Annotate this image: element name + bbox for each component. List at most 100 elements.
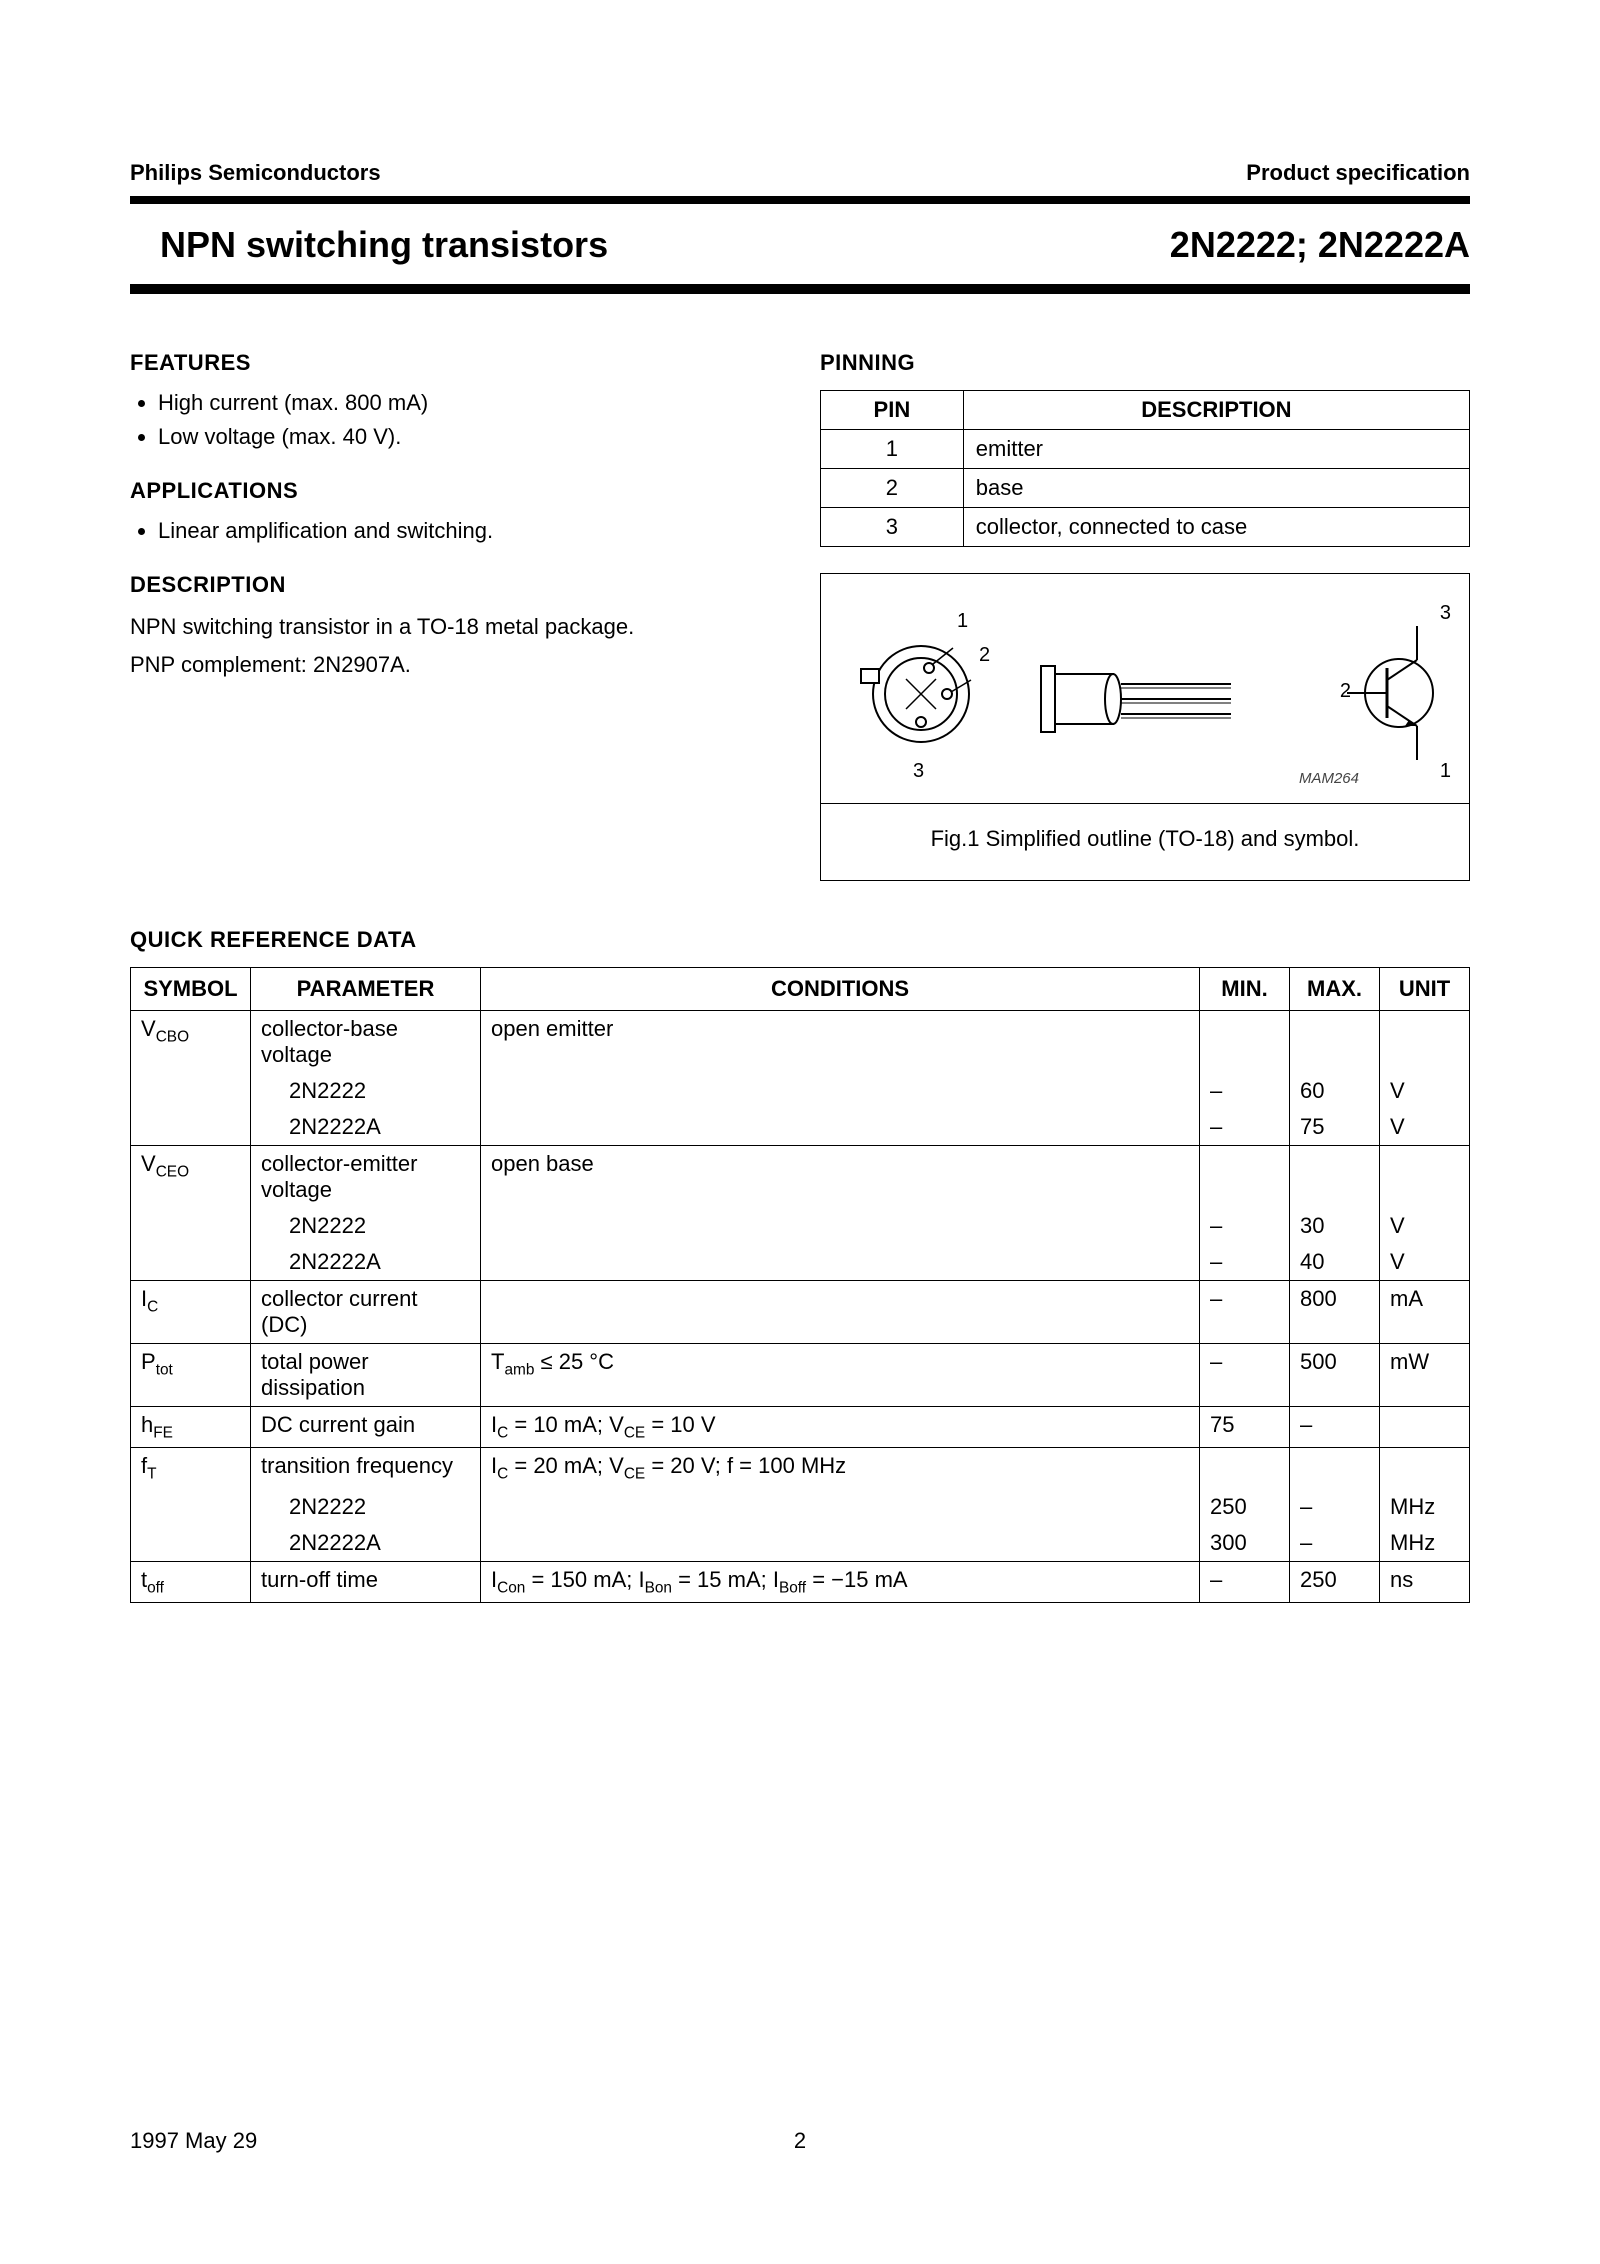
unit-cell: mA xyxy=(1380,1281,1470,1344)
cond-cell xyxy=(481,1109,1200,1146)
param-sub-cell: 2N2222 xyxy=(251,1489,481,1525)
cond-cell xyxy=(481,1073,1200,1109)
min-cell: 300 xyxy=(1200,1525,1290,1562)
min-cell: 250 xyxy=(1200,1489,1290,1525)
cond-cell xyxy=(481,1208,1200,1244)
fig-label-3r: 3 xyxy=(1440,602,1451,625)
figure-mam-code: MAM264 xyxy=(1299,770,1359,787)
symbol-cell xyxy=(131,1208,251,1244)
max-cell: – xyxy=(1290,1489,1380,1525)
cond-cell xyxy=(481,1281,1200,1344)
page-header: Philips Semiconductors Product specifica… xyxy=(130,160,1470,186)
max-cell xyxy=(1290,1448,1380,1489)
symbol-cell xyxy=(131,1244,251,1281)
min-cell xyxy=(1200,1011,1290,1074)
applications-heading: APPLICATIONS xyxy=(130,478,780,504)
table-row: 2 base xyxy=(821,469,1470,508)
unit-cell xyxy=(1380,1448,1470,1489)
min-cell: – xyxy=(1200,1208,1290,1244)
min-cell: 75 xyxy=(1200,1407,1290,1448)
param-sub-cell: 2N2222A xyxy=(251,1244,481,1281)
cond-cell xyxy=(481,1489,1200,1525)
pin-desc: emitter xyxy=(963,430,1469,469)
max-cell: – xyxy=(1290,1407,1380,1448)
features-list: High current (max. 800 mA) Low voltage (… xyxy=(130,390,780,450)
col-parameter: PARAMETER xyxy=(251,968,481,1011)
param-cell: collector-emitter voltage xyxy=(251,1146,481,1209)
table-header-row: SYMBOL PARAMETER CONDITIONS MIN. MAX. UN… xyxy=(131,968,1470,1011)
description-line: PNP complement: 2N2907A. xyxy=(130,650,780,680)
col-desc: DESCRIPTION xyxy=(963,391,1469,430)
symbol-cell: VCBO xyxy=(131,1011,251,1074)
max-cell: 800 xyxy=(1290,1281,1380,1344)
fig-label-1r: 1 xyxy=(1440,760,1451,783)
page-footer: 1997 May 29 2 xyxy=(130,2128,1470,2154)
param-sub-cell: 2N2222 xyxy=(251,1073,481,1109)
param-cell: turn-off time xyxy=(251,1561,481,1602)
applications-list: Linear amplification and switching. xyxy=(130,518,780,544)
unit-cell: V xyxy=(1380,1109,1470,1146)
quick-reference-table: SYMBOL PARAMETER CONDITIONS MIN. MAX. UN… xyxy=(130,967,1470,1603)
max-cell xyxy=(1290,1011,1380,1074)
unit-cell: V xyxy=(1380,1208,1470,1244)
symbol-cell: VCEO xyxy=(131,1146,251,1209)
unit-cell xyxy=(1380,1407,1470,1448)
min-cell: – xyxy=(1200,1073,1290,1109)
min-cell xyxy=(1200,1448,1290,1489)
param-cell: total power dissipation xyxy=(251,1344,481,1407)
table-row: VCBO collector-base voltage open emitter xyxy=(131,1011,1470,1074)
col-max: MAX. xyxy=(1290,968,1380,1011)
fig-label-3: 3 xyxy=(913,760,924,783)
pin-no: 2 xyxy=(821,469,964,508)
table-row: 3 collector, connected to case xyxy=(821,508,1470,547)
pinning-table: PIN DESCRIPTION 1 emitter 2 base 3 colle… xyxy=(820,390,1470,547)
unit-cell: V xyxy=(1380,1073,1470,1109)
max-cell: 75 xyxy=(1290,1109,1380,1146)
pinning-heading: PINNING xyxy=(820,350,1470,376)
cond-cell: IC = 10 mA; VCE = 10 V xyxy=(481,1407,1200,1448)
datasheet-page: Philips Semiconductors Product specifica… xyxy=(0,0,1600,2264)
cond-cell xyxy=(481,1244,1200,1281)
left-column: FEATURES High current (max. 800 mA) Low … xyxy=(130,328,780,881)
fig-label-1: 1 xyxy=(957,610,968,633)
col-pin: PIN xyxy=(821,391,964,430)
min-cell: – xyxy=(1200,1344,1290,1407)
symbol-cell: hFE xyxy=(131,1407,251,1448)
param-cell: collector current (DC) xyxy=(251,1281,481,1344)
symbol-cell xyxy=(131,1073,251,1109)
description-heading: DESCRIPTION xyxy=(130,572,780,598)
symbol-cell xyxy=(131,1489,251,1525)
to18-side-icon xyxy=(1031,644,1251,754)
param-sub-cell: 2N2222 xyxy=(251,1208,481,1244)
right-column: PINNING PIN DESCRIPTION 1 emitter 2 base… xyxy=(820,328,1470,881)
param-cell: transition frequency xyxy=(251,1448,481,1489)
pin-desc: base xyxy=(963,469,1469,508)
max-cell: 30 xyxy=(1290,1208,1380,1244)
table-row: 2N2222A – 40 V xyxy=(131,1244,1470,1281)
to18-bottom-icon xyxy=(851,614,1001,774)
table-row: 2N2222 – 60 V xyxy=(131,1073,1470,1109)
cond-cell: Tamb ≤ 25 °C xyxy=(481,1344,1200,1407)
param-cell: DC current gain xyxy=(251,1407,481,1448)
min-cell: – xyxy=(1200,1281,1290,1344)
symbol-cell: Ptot xyxy=(131,1344,251,1407)
col-unit: UNIT xyxy=(1380,968,1470,1011)
max-cell: – xyxy=(1290,1525,1380,1562)
max-cell xyxy=(1290,1146,1380,1209)
cond-cell: IC = 20 mA; VCE = 20 V; f = 100 MHz xyxy=(481,1448,1200,1489)
param-sub-cell: 2N2222A xyxy=(251,1525,481,1562)
figure-caption: Fig.1 Simplified outline (TO-18) and sym… xyxy=(821,804,1469,880)
unit-cell: V xyxy=(1380,1244,1470,1281)
pin-no: 3 xyxy=(821,508,964,547)
col-conditions: CONDITIONS xyxy=(481,968,1200,1011)
doc-type: Product specification xyxy=(1246,160,1470,186)
pin-desc: collector, connected to case xyxy=(963,508,1469,547)
unit-cell: mW xyxy=(1380,1344,1470,1407)
min-cell: – xyxy=(1200,1109,1290,1146)
table-row: fT transition frequency IC = 20 mA; VCE … xyxy=(131,1448,1470,1489)
symbol-cell: toff xyxy=(131,1561,251,1602)
max-cell: 250 xyxy=(1290,1561,1380,1602)
cond-cell: open base xyxy=(481,1146,1200,1209)
table-row: IC collector current (DC) – 800 mA xyxy=(131,1281,1470,1344)
company-name: Philips Semiconductors xyxy=(130,160,381,186)
